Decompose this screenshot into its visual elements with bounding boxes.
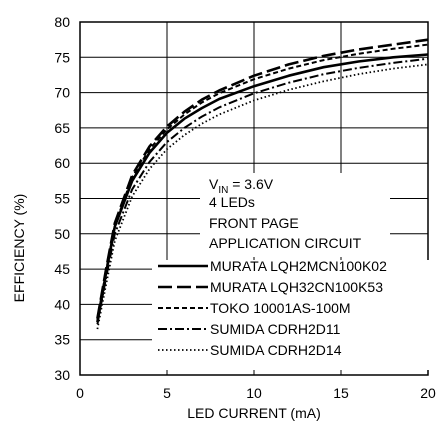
legend-background bbox=[152, 260, 430, 370]
plot-frame bbox=[79, 21, 429, 376]
legend: MURATA LQH2MCN100K02 MURATA LQH32CN100K53… bbox=[152, 258, 430, 370]
conditions-annotation: VIN = 3.6V 4 LEDs FRONT PAGE APPLICATION… bbox=[200, 173, 390, 257]
y-tick-label: 65 bbox=[54, 120, 70, 136]
y-tick-label: 70 bbox=[54, 85, 70, 101]
annotation-front-page: FRONT PAGE bbox=[209, 215, 299, 231]
annotation-vin-prefix: V bbox=[209, 176, 219, 192]
y-tick-label: 40 bbox=[54, 296, 70, 312]
series-line bbox=[96, 63, 429, 330]
y-tick-label: 50 bbox=[54, 226, 70, 242]
y-tick-label: 30 bbox=[54, 367, 70, 383]
series-line bbox=[96, 53, 429, 323]
x-tick-label: 20 bbox=[420, 385, 436, 401]
x-tick-label: 0 bbox=[76, 385, 84, 401]
series-lines bbox=[96, 38, 429, 330]
x-tick-label: 5 bbox=[163, 385, 171, 401]
x-tick-label: 15 bbox=[333, 385, 349, 401]
y-tick-label: 55 bbox=[54, 191, 70, 207]
series-line bbox=[96, 57, 429, 325]
x-tick-label: 10 bbox=[246, 385, 262, 401]
y-tick-label: 80 bbox=[54, 14, 70, 30]
y-tick-label: 45 bbox=[54, 261, 70, 277]
x-axis-label: LED CURRENT (mA) bbox=[187, 405, 321, 421]
annotation-leds: 4 LEDs bbox=[209, 194, 255, 210]
series-line bbox=[96, 43, 429, 321]
y-tick-label: 35 bbox=[54, 332, 70, 348]
legend-label: SUMIDA CDRH2D14 bbox=[210, 342, 342, 358]
legend-label: MURATA LQH2MCN100K02 bbox=[210, 258, 387, 274]
annotation-vin-value: = 3.6V bbox=[228, 176, 273, 192]
y-tick-label: 75 bbox=[54, 49, 70, 65]
annotation-vin-subscript: IN bbox=[218, 185, 228, 196]
annotation-background bbox=[200, 173, 390, 257]
annotation-application: APPLICATION CIRCUIT bbox=[209, 235, 362, 251]
legend-label: SUMIDA CDRH2D11 bbox=[210, 321, 341, 337]
series-line bbox=[96, 38, 429, 319]
y-tick-label: 60 bbox=[54, 155, 70, 171]
legend-label: TOKO 10001AS-100M bbox=[210, 300, 351, 316]
annotation-vin: VIN = 3.6V bbox=[209, 176, 274, 196]
legend-label: MURATA LQH32CN100K53 bbox=[210, 279, 383, 295]
tick-labels: 0 5 10 15 20 30 35 40 45 50 55 60 65 70 75 80 bbox=[54, 14, 436, 401]
y-axis-label: EFFICIENCY (%) bbox=[11, 194, 27, 303]
